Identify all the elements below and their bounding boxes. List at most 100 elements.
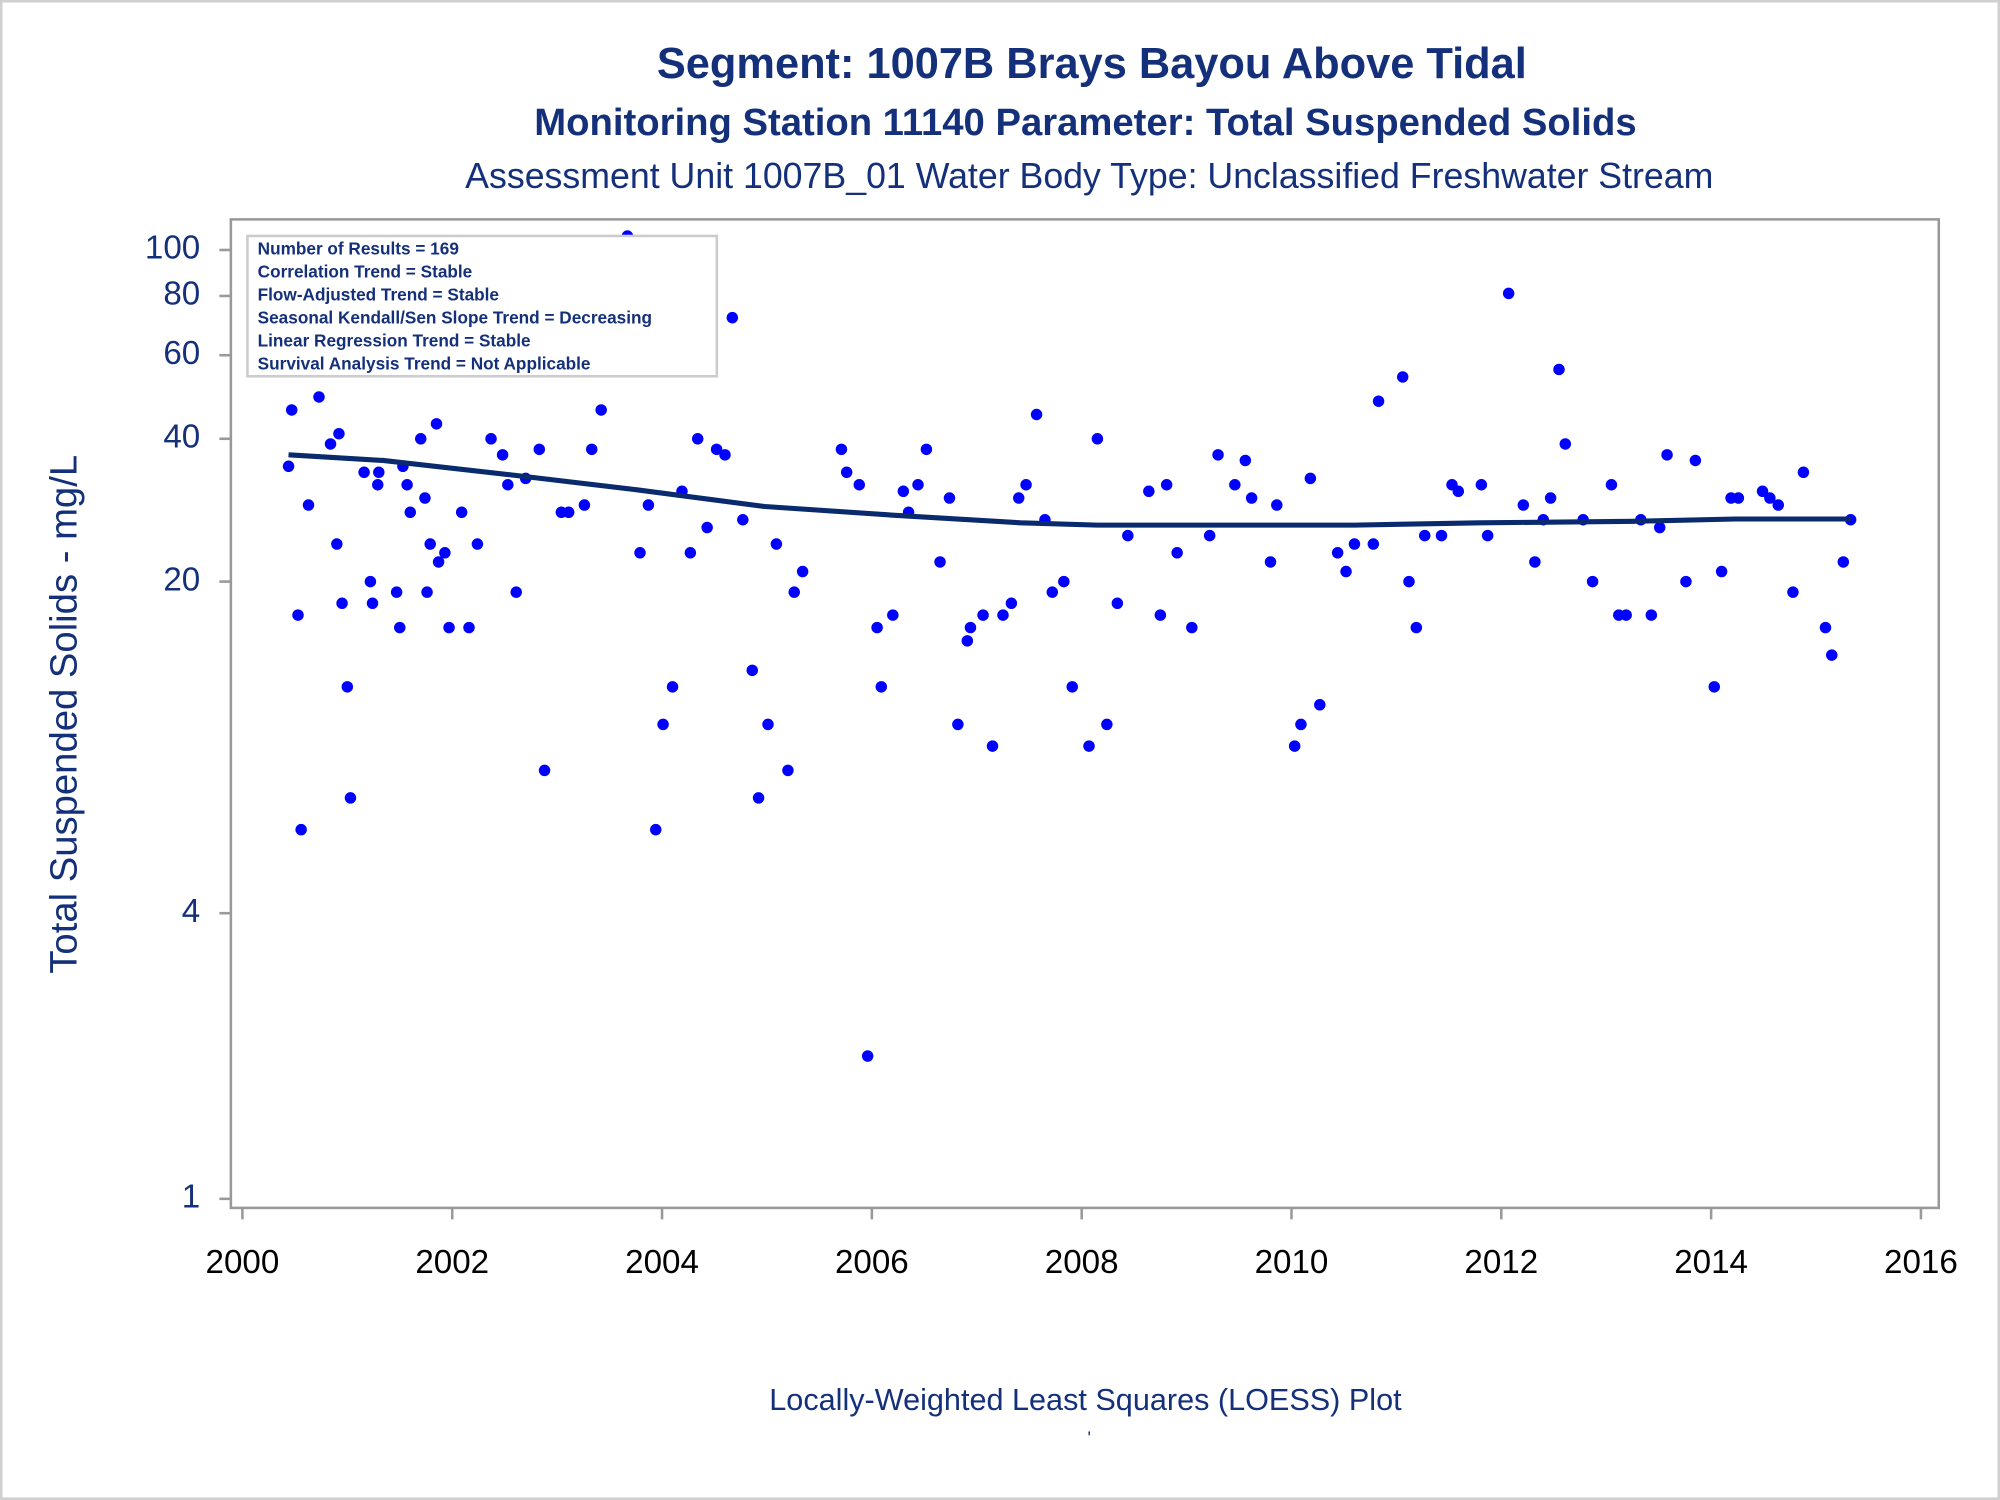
data-point <box>1715 565 1728 578</box>
data-point <box>1689 454 1702 467</box>
annotation: Number of Results = 169 <box>258 239 459 259</box>
data-point <box>964 621 977 634</box>
data-point <box>1340 565 1352 578</box>
data-point <box>1410 621 1423 634</box>
data-point <box>344 792 357 804</box>
data-point <box>1797 466 1810 478</box>
data-point <box>1271 499 1283 511</box>
data-point <box>961 635 974 647</box>
data-point <box>1680 575 1692 588</box>
data-point <box>430 418 443 430</box>
data-point <box>986 740 999 752</box>
data-point <box>292 609 304 621</box>
x-tick-label: 2016 <box>1884 1244 1958 1281</box>
y-tick-label: 100 <box>145 230 200 267</box>
data-point <box>1764 492 1776 504</box>
y-tick-label: 1 <box>182 1179 200 1216</box>
data-point <box>1046 586 1059 598</box>
data-point <box>861 1050 874 1062</box>
data-point <box>1372 395 1385 407</box>
data-point <box>691 433 704 445</box>
data-point <box>424 538 436 550</box>
data-point <box>1304 472 1317 485</box>
data-point <box>538 764 551 777</box>
data-point <box>364 575 377 588</box>
x-tick-label: 2010 <box>1255 1244 1329 1281</box>
data-point <box>752 792 765 804</box>
chart-subtitle: Assessment Unit 1007B_01 Water Body Type… <box>465 156 1713 196</box>
data-point <box>336 597 348 610</box>
data-point <box>762 718 774 731</box>
data-point <box>912 479 924 491</box>
data-point <box>1264 556 1277 568</box>
data-point <box>1645 609 1658 621</box>
data-point <box>1732 492 1745 504</box>
x-tick-label: 2008 <box>1045 1244 1119 1281</box>
data-point <box>788 586 800 598</box>
y-tick-label: 40 <box>163 419 200 456</box>
y-tick-label: 80 <box>163 276 200 313</box>
data-point <box>1481 529 1494 542</box>
y-axis-label: Total Suspended Solids - mg/L <box>42 455 85 974</box>
data-point <box>1653 521 1666 534</box>
data-point <box>578 499 591 511</box>
data-point <box>295 823 307 836</box>
data-point <box>1229 479 1241 491</box>
data-point <box>1661 449 1673 461</box>
data-point <box>952 718 964 731</box>
data-point <box>770 538 783 550</box>
data-point <box>455 506 468 519</box>
data-point <box>1475 479 1488 491</box>
data-point <box>439 547 451 559</box>
data-point <box>1288 740 1301 752</box>
data-point <box>701 521 713 534</box>
annotation: Survival Analysis Trend = Not Applicable <box>258 353 591 373</box>
data-point <box>1559 438 1572 450</box>
data-point <box>394 621 406 634</box>
data-point <box>719 449 731 461</box>
plot-area <box>282 230 1857 1062</box>
data-point <box>341 681 354 693</box>
data-point <box>853 479 866 491</box>
data-point <box>782 764 794 777</box>
loess-line <box>288 452 1851 528</box>
data-point <box>920 443 933 456</box>
data-point <box>1245 492 1258 504</box>
data-point <box>1239 454 1252 467</box>
data-point <box>419 492 431 504</box>
x-tick-label: 2012 <box>1464 1244 1538 1281</box>
annotation: Correlation Trend = Stable <box>258 262 473 282</box>
y-tick-label: 60 <box>163 335 200 372</box>
data-point <box>1122 529 1134 542</box>
data-point <box>875 681 888 693</box>
data-point <box>502 479 514 491</box>
data-point <box>1143 485 1155 498</box>
x-tick-label: 2004 <box>625 1244 699 1281</box>
data-point <box>1418 529 1431 542</box>
data-point <box>871 621 883 634</box>
x-tick-label: 2002 <box>415 1244 489 1281</box>
data-point <box>1186 621 1198 634</box>
data-point <box>390 586 403 598</box>
data-point <box>1005 597 1018 610</box>
data-point <box>746 664 759 677</box>
data-point <box>1620 609 1632 621</box>
data-point <box>1367 538 1380 550</box>
data-point <box>1171 547 1183 559</box>
data-point <box>471 538 484 550</box>
data-point <box>1826 649 1838 661</box>
data-point <box>1586 575 1599 588</box>
data-point <box>1212 449 1224 461</box>
plot-frame <box>229 218 1941 1210</box>
data-point <box>1553 363 1565 376</box>
data-point <box>415 433 427 445</box>
data-point <box>650 823 662 836</box>
data-point <box>840 466 853 478</box>
data-point <box>432 556 445 568</box>
footnote: ' <box>1088 1427 1091 1447</box>
y-tick-label: 4 <box>182 893 200 930</box>
data-point <box>710 443 723 456</box>
data-point <box>1452 485 1465 498</box>
data-point <box>485 433 497 445</box>
